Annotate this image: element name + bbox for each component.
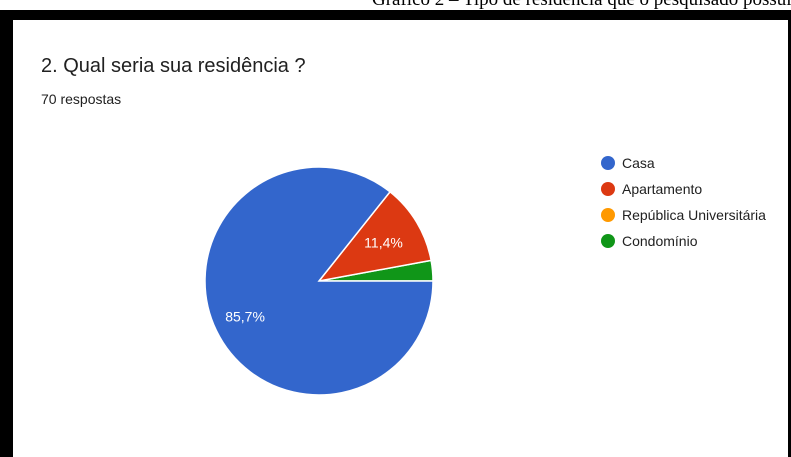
legend-item[interactable]: Condomínio bbox=[601, 228, 766, 254]
legend-label: Condomínio bbox=[622, 233, 698, 249]
legend-item[interactable]: Casa bbox=[601, 150, 766, 176]
frame-left-border bbox=[0, 10, 13, 457]
legend-swatch-icon bbox=[601, 234, 615, 248]
legend-label: Casa bbox=[622, 155, 655, 171]
frame-right-border bbox=[788, 10, 791, 457]
pie-slice-apartamento[interactable] bbox=[317, 190, 432, 283]
response-count: 70 respostas bbox=[41, 91, 122, 107]
pie-data-label: 11,4% bbox=[364, 234, 403, 250]
legend-swatch-icon bbox=[601, 182, 615, 196]
legend-swatch-icon bbox=[601, 156, 615, 170]
clipped-caption-text: Gráfico 2 – Tipo de residência que o pes… bbox=[372, 0, 791, 10]
frame-top-border bbox=[0, 10, 791, 20]
pie-slice-casa[interactable] bbox=[204, 166, 434, 396]
question-title: 2. Qual seria sua residência ? bbox=[41, 55, 306, 77]
chart-legend: Casa Apartamento República Universitária Co… bbox=[601, 150, 766, 254]
legend-item[interactable]: Apartamento bbox=[601, 176, 766, 202]
legend-item[interactable]: República Universitária bbox=[601, 202, 766, 228]
pie-data-label: 85,7% bbox=[225, 309, 265, 325]
clipped-caption: Gráfico 2 – Tipo de residência que o pes… bbox=[0, 0, 791, 10]
legend-label: Apartamento bbox=[622, 181, 703, 197]
legend-swatch-icon bbox=[601, 208, 615, 222]
legend-label: República Universitária bbox=[622, 207, 766, 223]
